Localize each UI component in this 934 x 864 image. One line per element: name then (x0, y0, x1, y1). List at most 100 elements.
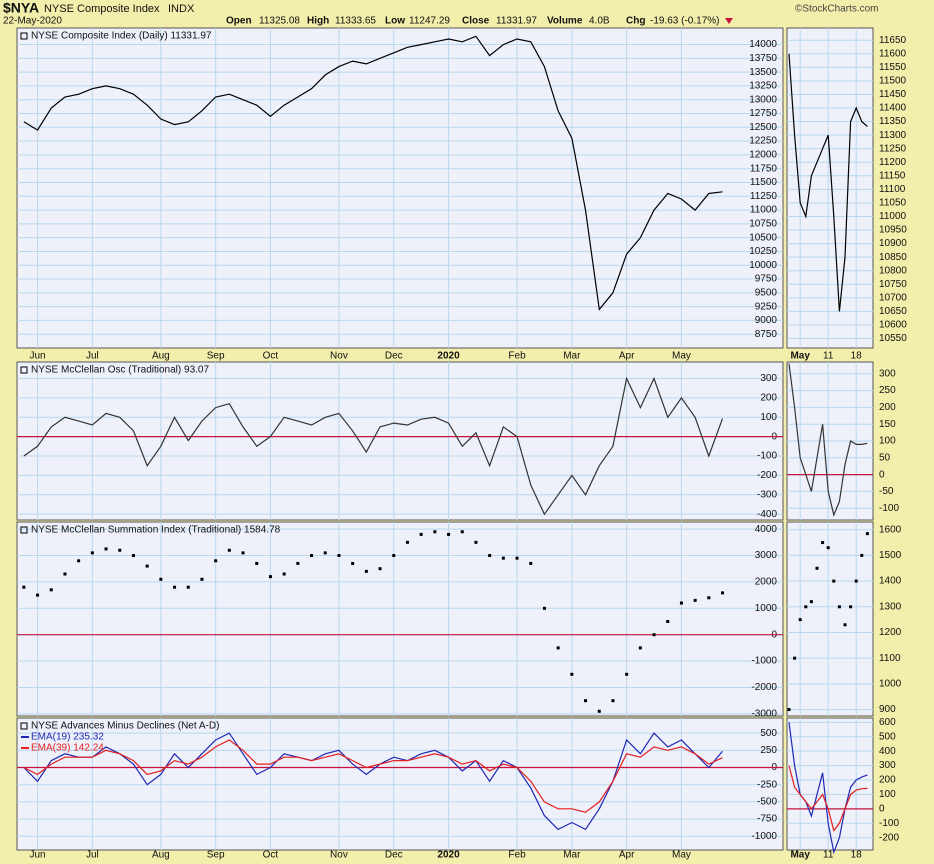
panel-frame (16, 521, 784, 717)
series-dot (200, 577, 204, 581)
y-tick-label: 10000 (749, 260, 777, 271)
series-dot (793, 656, 797, 660)
stat-value: 4.0B (589, 16, 610, 27)
y-tick-label: 11150 (879, 170, 906, 181)
series-dot (392, 554, 396, 558)
series-dot (815, 566, 819, 570)
x-tick-label: Feb (508, 351, 526, 362)
x-tick-label: 18 (851, 850, 863, 861)
series-dot (36, 593, 40, 597)
panel-title: NYSE McClellan Osc (Traditional) 93.07 (31, 365, 209, 376)
series-line (788, 363, 868, 517)
series-dot (837, 605, 841, 609)
series-dot (804, 605, 808, 609)
y-tick-label: 9750 (755, 274, 778, 285)
series-dot (186, 585, 190, 589)
series-dot (556, 646, 560, 650)
y-tick-label: 9000 (755, 315, 778, 326)
legend-label: EMA(39) 142.24 (31, 743, 104, 754)
y-tick-label: -100 (757, 451, 777, 462)
x-tick-label: Feb (508, 850, 526, 861)
y-tick-label: 13750 (749, 53, 777, 64)
y-tick-label: 0 (879, 804, 885, 815)
y-tick-label: -200 (879, 832, 899, 843)
series-dot (77, 559, 81, 563)
y-tick-label: 10800 (879, 265, 907, 276)
x-tick-label: 11 (823, 850, 834, 861)
series-dot (159, 577, 163, 581)
y-tick-label: 10900 (879, 238, 907, 249)
series-dot (679, 601, 683, 605)
panel-frame (786, 717, 874, 851)
x-tick-label: May (790, 351, 810, 362)
y-tick-label: 300 (760, 373, 777, 384)
series-dot (364, 569, 368, 573)
stat-label: Close (462, 16, 490, 27)
y-tick-label: -250 (757, 779, 777, 790)
series-dot (419, 532, 423, 536)
panel-frame (16, 27, 784, 349)
series-dot (433, 530, 437, 534)
x-tick-label: 2020 (437, 850, 460, 861)
series-dot (625, 672, 629, 676)
series-dot (826, 546, 830, 550)
x-tick-label: Apr (619, 850, 635, 861)
y-tick-label: -2000 (751, 682, 777, 693)
stat-label: Low (385, 16, 405, 27)
series-dot (227, 548, 231, 552)
y-tick-label: 1200 (879, 627, 902, 638)
series-dot (515, 556, 519, 560)
y-tick-label: 11050 (879, 198, 907, 209)
series-dot (214, 559, 218, 563)
y-tick-label: 11600 (879, 48, 907, 59)
series-dot (488, 554, 492, 558)
y-tick-label: 500 (879, 731, 896, 742)
y-tick-label: 10750 (749, 219, 777, 230)
y-tick-label: 13500 (749, 67, 777, 78)
y-tick-label: 12000 (749, 150, 777, 161)
series-dot (707, 596, 711, 600)
y-tick-label: -100 (879, 818, 899, 829)
y-tick-label: 10650 (879, 306, 907, 317)
x-tick-label: Mar (563, 351, 581, 362)
y-tick-label: 600 (879, 717, 896, 728)
series-dot (22, 585, 26, 589)
y-tick-label: 200 (879, 402, 896, 413)
y-tick-label: -100 (879, 503, 899, 514)
series-dot (821, 541, 825, 545)
y-tick-label: 1300 (879, 601, 902, 612)
series-dot (104, 547, 108, 551)
x-tick-label: Mar (563, 850, 581, 861)
series-dot (721, 591, 725, 595)
y-tick-label: 300 (879, 368, 896, 379)
title-icon (20, 32, 28, 40)
y-tick-label: 50 (879, 452, 891, 463)
y-tick-label: 9250 (755, 301, 778, 312)
panel-title: NYSE Advances Minus Declines (Net A-D) (31, 721, 219, 732)
y-tick-label: 2000 (755, 577, 778, 588)
y-tick-label: 11000 (750, 205, 778, 216)
x-tick-label: 2020 (437, 351, 460, 362)
y-tick-label: 9500 (755, 287, 778, 298)
y-tick-label: 100 (879, 436, 896, 447)
x-tick-label: Dec (385, 850, 403, 861)
panel-frame (16, 361, 784, 521)
y-tick-label: 13000 (749, 94, 777, 105)
x-tick-label: Jun (29, 850, 45, 861)
y-tick-label: 11100 (879, 184, 906, 195)
y-tick-label: 13250 (749, 81, 777, 92)
x-tick-label: Jun (29, 351, 45, 362)
series-dot (787, 708, 791, 712)
series-dot (63, 572, 67, 576)
x-tick-label: 11 (823, 351, 834, 362)
x-tick-label: Sep (207, 850, 225, 861)
series-dot (860, 553, 864, 557)
y-tick-label: 100 (760, 412, 777, 423)
series-dot (337, 554, 341, 558)
y-tick-label: 11000 (879, 211, 907, 222)
y-tick-label: 250 (879, 385, 896, 396)
y-tick-label: 11650 (879, 35, 907, 46)
y-tick-label: 1400 (879, 576, 902, 587)
y-tick-label: 1000 (879, 679, 902, 690)
